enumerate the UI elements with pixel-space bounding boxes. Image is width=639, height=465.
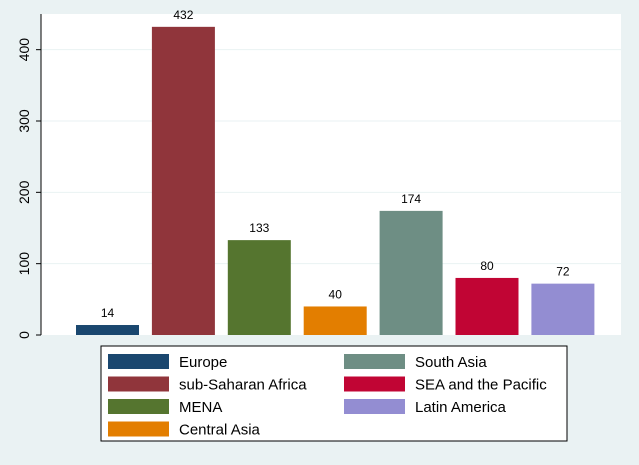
- legend-swatch: [108, 354, 169, 369]
- data-label: 80: [480, 259, 494, 273]
- bar-europe: [76, 325, 139, 335]
- legend-label: Central Asia: [179, 422, 261, 439]
- y-tick-label: 400: [16, 38, 32, 62]
- legend: [100, 345, 568, 442]
- legend-label: Latin America: [415, 399, 507, 416]
- legend-label: sub-Saharan Africa: [179, 377, 307, 394]
- legend-label: SEA and the Pacific: [415, 377, 547, 394]
- bar-sub-saharan-africa: [151, 26, 215, 336]
- y-tick-label: 100: [16, 252, 32, 276]
- legend-swatch: [108, 421, 169, 437]
- y-tick-label: 200: [16, 180, 32, 204]
- data-label: 174: [401, 192, 421, 206]
- data-label: 432: [173, 8, 193, 22]
- bar-latin-america: [531, 283, 595, 335]
- bar-central-asia: [303, 306, 367, 335]
- legend-label: MENA: [179, 399, 222, 416]
- bar-sea-and-the-pacific: [455, 277, 519, 335]
- legend-swatch: [344, 376, 405, 392]
- legend-label: South Asia: [415, 354, 487, 371]
- data-label: 72: [556, 265, 570, 279]
- bar-mena: [227, 240, 291, 335]
- legend-swatch: [344, 354, 405, 369]
- legend-swatch: [344, 399, 405, 414]
- data-label: 14: [101, 306, 115, 320]
- y-tick-label: 0: [16, 331, 32, 339]
- legend-swatch: [108, 376, 169, 392]
- data-label: 133: [249, 221, 269, 235]
- bar-south-asia: [379, 210, 443, 335]
- plot-area: [41, 14, 621, 335]
- data-label: 40: [329, 287, 343, 301]
- legend-label: Europe: [179, 354, 227, 371]
- y-tick-label: 300: [16, 109, 32, 133]
- legend-swatch: [108, 399, 169, 414]
